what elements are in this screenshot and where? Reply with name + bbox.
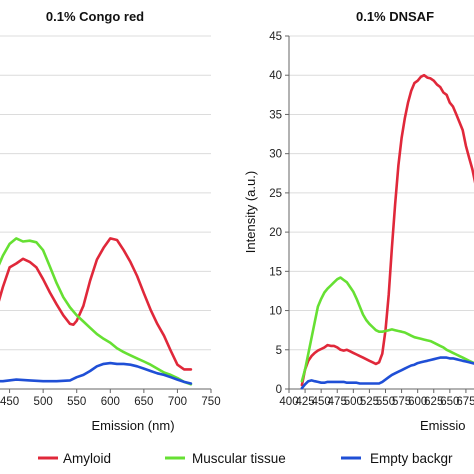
y-tick-label: 40: [269, 70, 282, 82]
x-tick-label: 500: [34, 396, 53, 408]
series-line-muscular-tissue: [300, 276, 474, 383]
chart-panel-dnsaf: 0.1% DNSAF 40042545047550052555057560062…: [243, 9, 474, 433]
x-tick-label: 550: [67, 396, 86, 408]
y-tick-label: 15: [269, 266, 282, 278]
x-tick-label: 450: [0, 396, 19, 408]
x-tick-label: 700: [168, 396, 187, 408]
legend: Amyloid Muscular tissue Empty backgr: [38, 451, 453, 466]
y-tick-label: 10: [269, 306, 282, 318]
x-tick-label: 425: [295, 396, 314, 408]
chart-panel-congo-red: 0.1% Congo red 450 500 550 600 650 700 750 Emi…: [0, 9, 221, 433]
x-tick-label: 450: [312, 396, 331, 408]
x-tick-label: 750: [201, 396, 220, 408]
y-tick-label: 45: [269, 31, 282, 43]
x-tick-label: 675: [456, 396, 474, 408]
x-tick-label: 550: [376, 396, 395, 408]
x-tick-label: 600: [101, 396, 120, 408]
x-tick-label: 400: [279, 396, 298, 408]
y-tick-label: 20: [269, 227, 282, 239]
x-axis-label-right: Emissio: [420, 418, 466, 433]
x-tick-label: 600: [408, 396, 427, 408]
legend-label: Muscular tissue: [192, 451, 286, 466]
x-tick-label: 525: [360, 396, 379, 408]
y-tick-label: 35: [269, 109, 282, 121]
x-tick-label: 625: [424, 396, 443, 408]
x-tick-label: 500: [344, 396, 363, 408]
legend-label: Empty backgr: [370, 451, 453, 466]
series-line-empty-background: [300, 356, 474, 390]
series-line-amyloid: [0, 237, 193, 371]
y-tick-label: 25: [269, 188, 282, 200]
y-tick-label: 30: [269, 149, 282, 161]
series-line-amyloid: [300, 73, 474, 387]
y-tick-label: 5: [276, 345, 282, 357]
x-tick-label: 575: [392, 396, 411, 408]
y-tick-label: 0: [276, 384, 282, 396]
x-axis-label-left: Emission (nm): [91, 418, 174, 433]
chart-title-left: 0.1% Congo red: [46, 9, 144, 24]
legend-label: Amyloid: [63, 451, 111, 466]
chart-title-right: 0.1% DNSAF: [356, 9, 434, 24]
series-line-empty-background: [0, 361, 193, 385]
x-tick-label: 650: [134, 396, 153, 408]
x-tick-label: 650: [440, 396, 459, 408]
x-tick-label: 475: [328, 396, 347, 408]
y-axis-label-right: Intensity (a.u.): [243, 171, 258, 253]
series-line-muscular-tissue: [0, 237, 193, 386]
